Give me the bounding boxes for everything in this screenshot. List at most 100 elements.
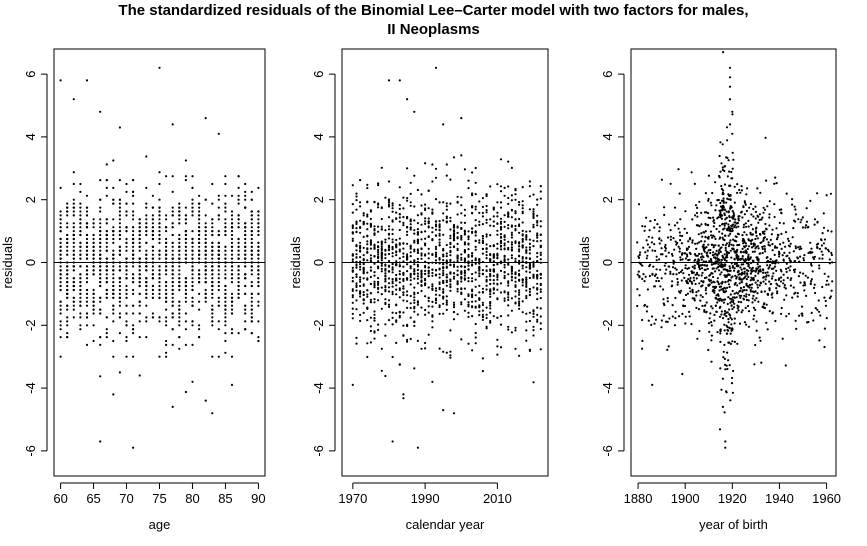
- data-point: [678, 315, 681, 318]
- data-point: [463, 271, 466, 274]
- data-point: [72, 300, 75, 303]
- data-point: [151, 222, 154, 225]
- data-point: [445, 299, 448, 302]
- data-point: [351, 237, 354, 240]
- data-point: [528, 242, 532, 245]
- data-point: [816, 220, 819, 223]
- data-point: [406, 300, 409, 303]
- data-point: [132, 190, 135, 193]
- data-point: [662, 314, 665, 317]
- data-point: [723, 208, 727, 211]
- data-point: [191, 214, 194, 217]
- data-point: [679, 234, 682, 237]
- data-point: [747, 238, 750, 241]
- data-point: [682, 272, 685, 275]
- data-point: [178, 241, 181, 244]
- data-point: [118, 245, 121, 248]
- data-point: [85, 206, 89, 209]
- data-point: [427, 207, 430, 210]
- data-point: [771, 296, 774, 299]
- data-point: [674, 317, 677, 320]
- data-point: [481, 211, 484, 214]
- data-point: [721, 205, 725, 208]
- data-point: [99, 230, 102, 233]
- scatter-points: [351, 66, 542, 449]
- data-point: [362, 214, 365, 217]
- y-tick-label: 6: [23, 71, 38, 78]
- data-point: [653, 243, 656, 246]
- data-point: [776, 284, 779, 287]
- data-point: [456, 287, 459, 291]
- data-point: [79, 281, 82, 284]
- data-point: [191, 198, 194, 201]
- data-point: [818, 264, 821, 267]
- data-point: [391, 266, 394, 269]
- data-point: [409, 337, 412, 341]
- data-point: [184, 218, 187, 221]
- data-point: [158, 226, 161, 229]
- data-point: [151, 277, 154, 280]
- data-point: [514, 276, 517, 279]
- data-point: [237, 273, 240, 276]
- data-point: [536, 232, 539, 235]
- data-point: [710, 360, 713, 363]
- data-point: [85, 296, 89, 299]
- data-point: [714, 297, 718, 300]
- data-point: [145, 316, 148, 319]
- data-point: [211, 265, 214, 268]
- data-point: [211, 226, 214, 229]
- data-point: [165, 273, 168, 276]
- data-point: [743, 267, 746, 270]
- data-point: [105, 328, 108, 331]
- data-point: [736, 284, 739, 287]
- data-point: [72, 98, 75, 101]
- data-point: [507, 258, 510, 261]
- data-point: [85, 269, 89, 272]
- data-point: [416, 242, 419, 245]
- data-point: [471, 205, 474, 208]
- data-point: [731, 391, 735, 394]
- data-point: [714, 244, 717, 247]
- data-point: [112, 339, 115, 343]
- data-point: [165, 237, 168, 241]
- data-point: [434, 289, 438, 292]
- data-point: [359, 276, 362, 279]
- data-point: [402, 291, 405, 294]
- data-point: [684, 322, 687, 325]
- data-point: [59, 241, 62, 244]
- data-point: [112, 308, 115, 311]
- data-point: [728, 251, 731, 254]
- data-point: [434, 268, 438, 272]
- data-point: [204, 233, 207, 237]
- data-point: [402, 242, 405, 245]
- data-point: [112, 237, 115, 241]
- data-point: [735, 291, 738, 294]
- data-point: [802, 257, 805, 260]
- data-point: [125, 296, 128, 299]
- data-point: [250, 308, 253, 311]
- data-point: [678, 231, 681, 234]
- data-point: [750, 223, 753, 226]
- data-point: [402, 311, 405, 314]
- data-point: [665, 255, 668, 258]
- data-point: [820, 244, 824, 247]
- data-point: [158, 182, 161, 186]
- data-point: [492, 287, 495, 290]
- data-point: [224, 308, 227, 311]
- data-point: [362, 284, 365, 287]
- data-point: [438, 241, 441, 244]
- data-point: [72, 277, 75, 280]
- y-tick-label: -4: [23, 382, 38, 394]
- data-point: [521, 257, 524, 260]
- data-point: [471, 264, 474, 267]
- data-point: [355, 336, 358, 339]
- data-point: [85, 277, 89, 280]
- data-point: [257, 245, 260, 248]
- data-point: [438, 244, 441, 247]
- data-point: [224, 284, 227, 288]
- data-point: [521, 300, 524, 303]
- data-point: [198, 300, 201, 303]
- data-point: [398, 207, 401, 210]
- data-point: [746, 285, 749, 288]
- data-point: [211, 308, 214, 311]
